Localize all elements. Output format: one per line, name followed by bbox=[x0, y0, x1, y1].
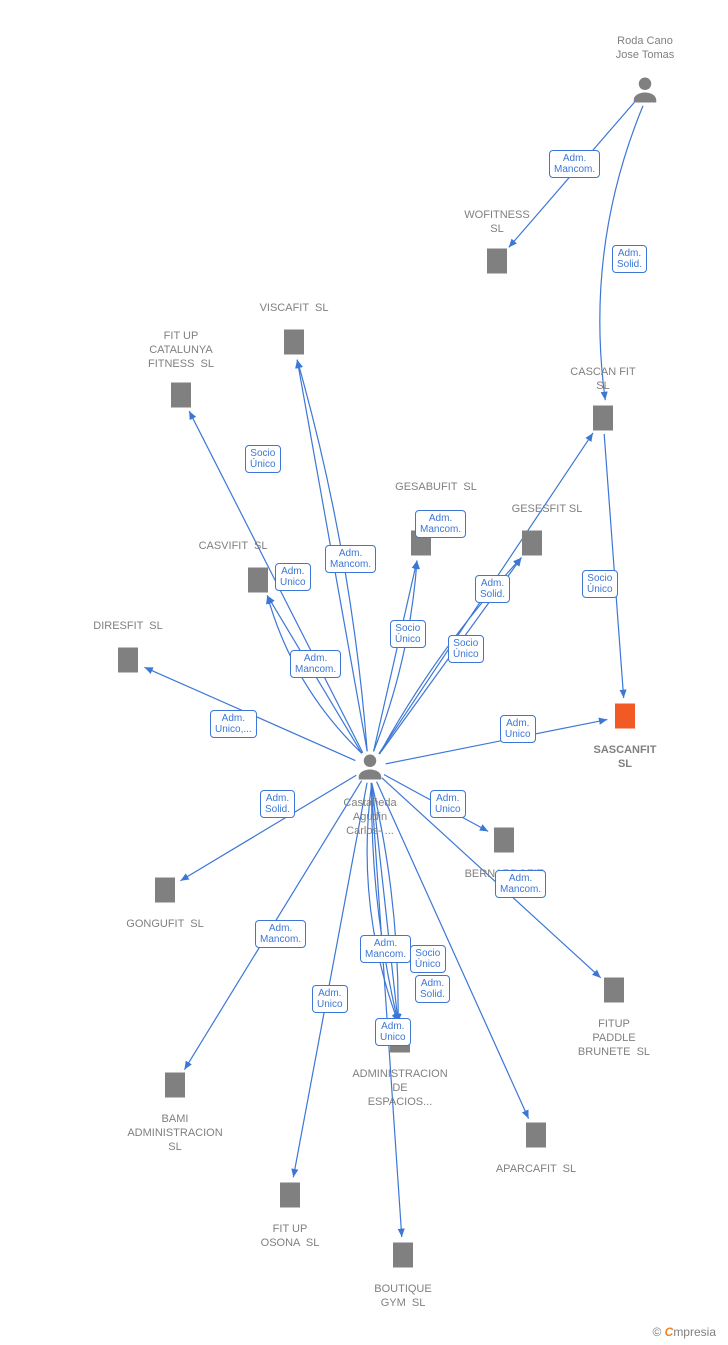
edge bbox=[604, 434, 623, 698]
footer-copyright: © Cmpresia bbox=[652, 1325, 716, 1339]
edge bbox=[374, 561, 417, 752]
edge bbox=[384, 775, 488, 832]
edge bbox=[144, 667, 355, 760]
brand-c: C bbox=[665, 1325, 674, 1339]
copyright-symbol: © bbox=[652, 1325, 661, 1339]
edge bbox=[379, 433, 593, 754]
brand-rest: mpresia bbox=[673, 1325, 716, 1339]
edge bbox=[379, 558, 521, 754]
edge bbox=[509, 102, 635, 247]
edge bbox=[293, 783, 367, 1178]
edge bbox=[267, 595, 362, 753]
edge bbox=[386, 720, 608, 764]
edge bbox=[377, 782, 529, 1119]
edge bbox=[184, 781, 361, 1070]
edge bbox=[382, 778, 601, 978]
edge bbox=[180, 775, 356, 881]
edge bbox=[600, 106, 643, 400]
